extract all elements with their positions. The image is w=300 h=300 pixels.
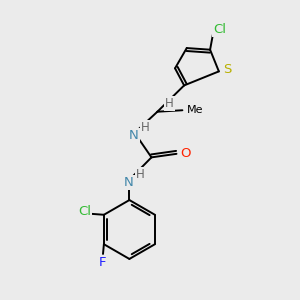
Text: H: H	[136, 168, 145, 181]
Text: N: N	[129, 129, 139, 142]
Text: H: H	[141, 121, 150, 134]
Text: Me: Me	[187, 105, 203, 115]
Text: S: S	[223, 63, 231, 76]
Text: H: H	[165, 97, 174, 110]
Text: O: O	[181, 147, 191, 160]
Text: Cl: Cl	[213, 23, 226, 36]
Text: F: F	[99, 256, 106, 269]
Text: N: N	[124, 176, 134, 189]
Text: Cl: Cl	[78, 205, 91, 218]
